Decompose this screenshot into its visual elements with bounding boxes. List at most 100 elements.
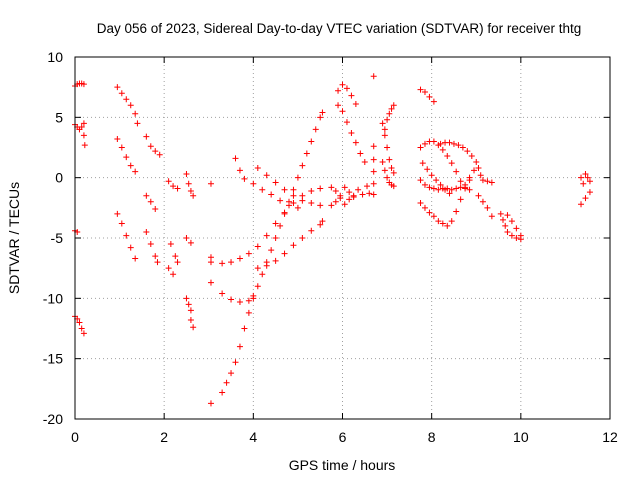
series-12 (165, 265, 177, 278)
data-point (430, 98, 437, 105)
data-point (317, 202, 324, 209)
data-point (299, 235, 306, 241)
data-point (147, 241, 154, 248)
series-3 (72, 313, 87, 337)
data-point (236, 167, 243, 174)
data-point (114, 84, 121, 91)
series-23 (232, 155, 301, 211)
data-point (190, 192, 197, 199)
x-tick-label: 8 (428, 429, 436, 445)
data-point (114, 136, 121, 143)
data-point (502, 222, 509, 229)
data-point (446, 139, 453, 146)
data-point (263, 262, 270, 269)
data-point (444, 222, 451, 229)
data-point (174, 185, 181, 192)
data-point (428, 172, 435, 179)
data-point (582, 171, 589, 178)
data-point (341, 201, 348, 208)
data-point (187, 307, 194, 314)
data-point (123, 154, 130, 161)
data-point (147, 198, 154, 205)
data-point (484, 204, 491, 211)
data-point (448, 218, 455, 225)
series-38 (417, 167, 478, 229)
data-point (303, 150, 310, 157)
series-27 (335, 102, 368, 165)
data-point (578, 174, 585, 181)
data-point (426, 209, 433, 216)
data-point (471, 167, 478, 174)
data-point (281, 250, 288, 257)
data-point (308, 200, 315, 207)
x-tick-label: 4 (249, 429, 257, 445)
x-tick-label: 6 (339, 429, 347, 445)
data-point (343, 119, 350, 126)
series-28 (328, 183, 373, 200)
series-8 (143, 192, 159, 213)
series-13 (183, 171, 197, 199)
data-point (446, 190, 453, 197)
data-point (80, 81, 87, 88)
x-tick-label: 2 (160, 429, 168, 445)
data-point (219, 389, 226, 396)
data-point (232, 359, 239, 366)
data-point (421, 181, 428, 188)
data-point (430, 138, 437, 145)
data-point (586, 189, 593, 196)
data-point (312, 126, 319, 133)
data-point (254, 265, 261, 272)
data-point (390, 183, 397, 190)
data-point (78, 123, 85, 130)
data-point (143, 192, 150, 199)
series-46 (578, 171, 593, 187)
series-9 (143, 228, 161, 266)
data-point (388, 165, 395, 172)
series-2 (72, 227, 81, 235)
data-point (390, 102, 397, 109)
data-point (80, 330, 87, 337)
data-point (236, 343, 243, 350)
data-point (277, 197, 284, 204)
series-7 (143, 133, 163, 158)
series-32 (379, 120, 397, 176)
data-point (328, 202, 335, 209)
data-point (421, 88, 428, 95)
data-points (72, 73, 593, 407)
data-point (127, 102, 134, 109)
data-point (170, 183, 177, 190)
data-point (578, 201, 585, 208)
data-point (580, 180, 587, 187)
data-point (268, 247, 275, 254)
data-point (343, 85, 350, 92)
data-point (348, 92, 355, 99)
data-point (346, 189, 353, 196)
data-point (421, 140, 428, 147)
data-point (272, 235, 279, 241)
data-point (370, 143, 377, 150)
data-point (236, 255, 243, 262)
data-point (308, 187, 315, 194)
data-point (123, 96, 130, 103)
data-point (339, 81, 346, 88)
data-point (430, 213, 437, 220)
data-point (417, 86, 424, 93)
data-point (346, 196, 353, 203)
series-35 (417, 86, 437, 105)
data-point (290, 192, 297, 199)
data-point (339, 108, 346, 115)
data-point (453, 168, 460, 175)
data-point (319, 218, 326, 225)
data-point (185, 301, 192, 308)
series-25 (254, 218, 326, 272)
series-10 (165, 178, 181, 192)
series-47 (578, 189, 593, 208)
data-point (417, 200, 424, 207)
series-42 (475, 192, 495, 220)
data-point (497, 210, 504, 217)
series-33 (379, 158, 397, 190)
data-point (294, 204, 301, 211)
data-point (263, 172, 270, 179)
series-14 (183, 235, 194, 246)
data-point (80, 120, 87, 127)
